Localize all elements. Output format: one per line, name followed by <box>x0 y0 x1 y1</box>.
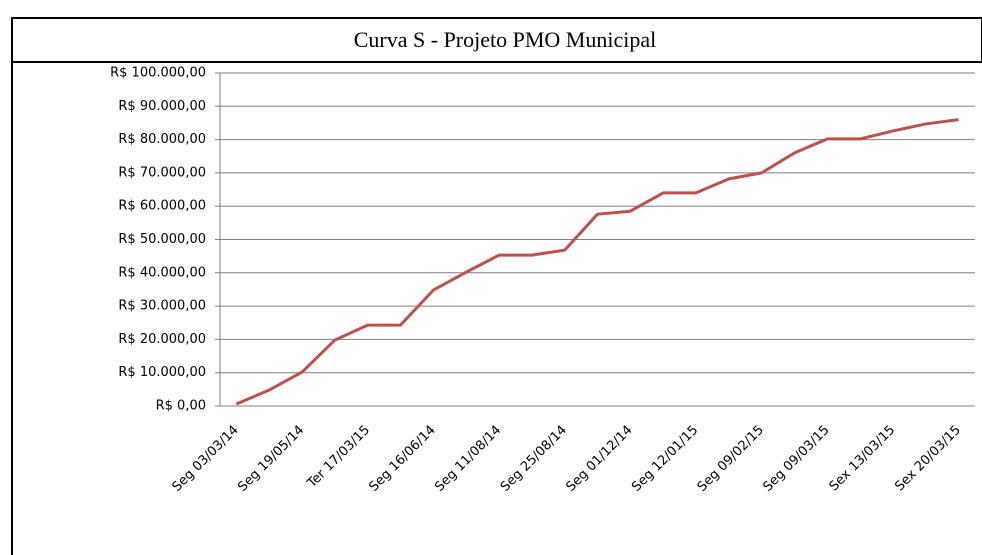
x-tick-label: Seg 11/08/14 <box>432 423 504 495</box>
y-tick-label: R$ 0,00 <box>156 399 206 414</box>
x-tick-label: Seg 12/01/15 <box>629 423 701 495</box>
y-tick-label: R$ 30.000,00 <box>118 299 206 314</box>
y-tick-label: R$ 80.000,00 <box>118 132 206 147</box>
x-tick-label: Sex 20/03/15 <box>892 423 964 495</box>
y-tick-label: R$ 20.000,00 <box>118 332 206 347</box>
y-tick-label: R$ 100.000,00 <box>110 66 206 81</box>
x-tick-label: Seg 16/06/14 <box>367 423 439 495</box>
x-tick-label: Sex 13/03/15 <box>827 423 899 495</box>
x-tick-label: Seg 19/05/14 <box>235 423 307 495</box>
y-tick-label: R$ 70.000,00 <box>118 165 206 180</box>
title-box <box>11 17 982 63</box>
data-line <box>235 118 959 406</box>
y-tick-label: R$ 50.000,00 <box>118 232 206 247</box>
y-tick-label: R$ 40.000,00 <box>118 265 206 280</box>
y-tick-label: R$ 90.000,00 <box>118 99 206 114</box>
x-tick-label: Seg 03/03/14 <box>170 423 242 495</box>
chart-title: Curva S - Projeto PMO Municipal <box>354 27 657 52</box>
x-tick-label: Seg 09/02/15 <box>695 423 767 495</box>
y-tick-label: R$ 60.000,00 <box>118 199 206 214</box>
x-tick-label: Seg 25/08/14 <box>498 423 570 495</box>
x-tick-label: Seg 09/03/15 <box>760 423 832 495</box>
y-tick-label: R$ 10.000,00 <box>118 365 206 380</box>
x-tick-label: Ter 17/03/15 <box>304 423 373 492</box>
x-tick-label: Seg 01/12/14 <box>563 423 635 495</box>
